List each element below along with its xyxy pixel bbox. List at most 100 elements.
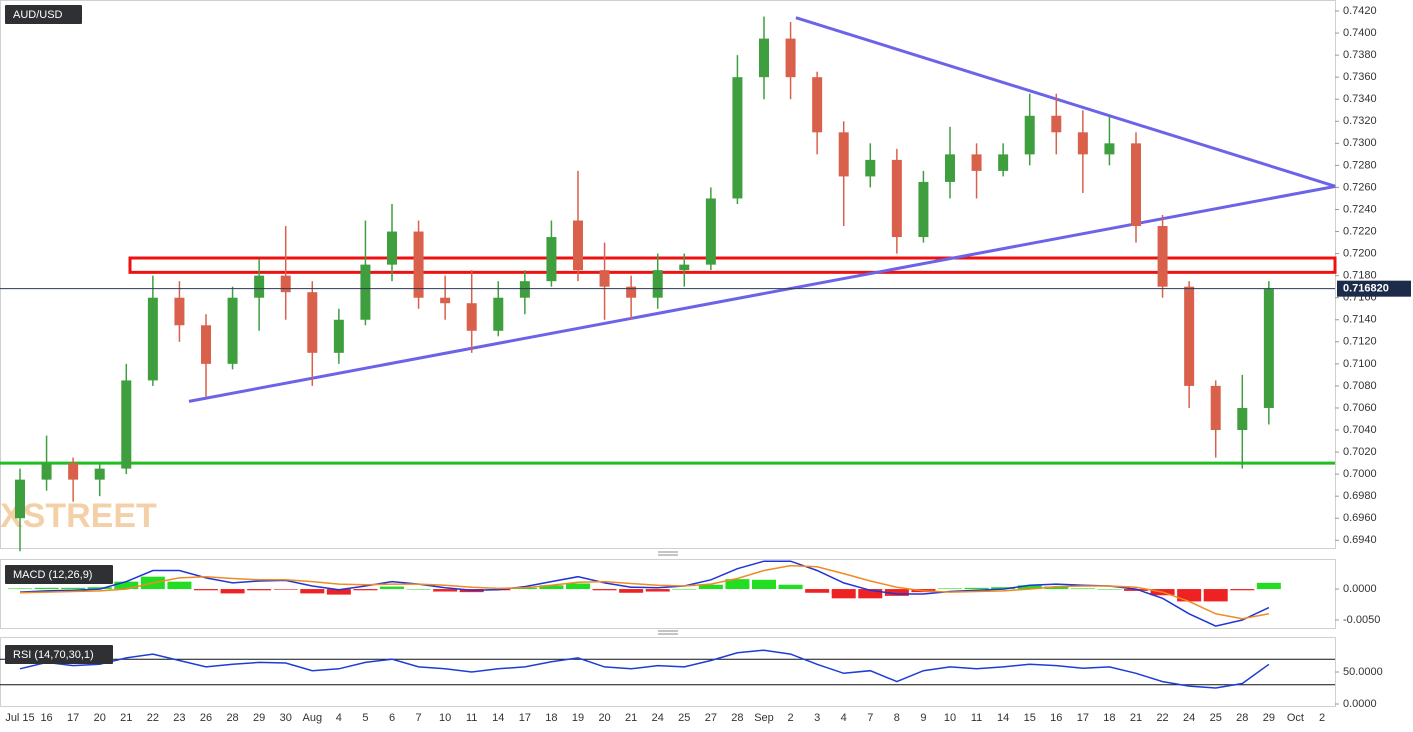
pane-grip[interactable] [658, 630, 678, 635]
macd-histogram-bar [645, 589, 670, 592]
macd-histogram-bar [858, 589, 883, 599]
candle-body [1237, 407, 1248, 431]
y-tick-label: 0.7300 [1343, 137, 1377, 149]
last-price-label: 0.716820 [1343, 283, 1389, 295]
y-tick-label: 0.7020 [1343, 446, 1377, 458]
candle-body [1263, 288, 1274, 408]
x-tick-label: 8 [894, 712, 900, 724]
x-tick-label: 17 [1077, 712, 1089, 724]
macd-histogram-bar [805, 589, 830, 593]
macd-histogram-bar [1256, 582, 1281, 590]
y-tick-label: 0.7180 [1343, 270, 1377, 282]
candle-body [519, 281, 530, 298]
candle-body [147, 297, 158, 381]
macd-title-box [5, 565, 113, 584]
x-tick-label: 24 [652, 712, 664, 724]
last-price-box [1337, 280, 1411, 297]
candle-body [971, 154, 982, 171]
candle-body [493, 297, 504, 331]
x-tick-label: 24 [1183, 712, 1195, 724]
y-tick-label: 0.7240 [1343, 203, 1377, 215]
candle-body [732, 77, 743, 199]
symbol-label: AUD/USD [13, 9, 63, 21]
y-tick-label: 0.7060 [1343, 402, 1377, 414]
watermark: FXSTREET [0, 497, 157, 535]
macd-histogram-bar [725, 579, 750, 590]
candle-body [41, 463, 52, 480]
y-tick-label: 0.6960 [1343, 512, 1377, 524]
x-tick-label: 17 [67, 712, 79, 724]
x-tick-label: 6 [389, 712, 395, 724]
candle-body [1157, 226, 1168, 287]
x-tick-label: 23 [173, 712, 185, 724]
x-tick-label: 18 [545, 712, 557, 724]
macd-histogram-bar [1177, 589, 1202, 602]
macd-histogram-bar [752, 579, 776, 590]
candle-body [1024, 115, 1035, 155]
x-tick-label: 14 [997, 712, 1009, 724]
y-tick-label: 0.7260 [1343, 181, 1377, 193]
macd-histogram-bar [61, 587, 86, 590]
x-tick-label: 17 [519, 712, 531, 724]
y-tick-label: 0.7000 [1343, 468, 1377, 480]
candle-body [413, 231, 424, 298]
x-tick-label: 16 [40, 712, 52, 724]
candle-body [812, 77, 823, 133]
candle-body [1184, 286, 1195, 386]
candle-body [918, 181, 929, 238]
x-tick-label: 28 [1236, 712, 1248, 724]
candle-body [785, 38, 796, 78]
macd-histogram-bar [938, 588, 962, 590]
x-tick-label: Aug [302, 712, 322, 724]
candle-body [599, 270, 610, 287]
y-tick-label: 0.6940 [1343, 534, 1377, 546]
candle-body [998, 154, 1009, 171]
x-tick-label: 28 [226, 712, 238, 724]
x-tick-label: 20 [598, 712, 610, 724]
y-tick-label: 0.7040 [1343, 424, 1377, 436]
candle-body [68, 463, 79, 480]
x-tick-label: Oct [1287, 712, 1304, 724]
x-tick-label: 2 [788, 712, 794, 724]
x-tick-label: 20 [94, 712, 106, 724]
candle-body [1131, 143, 1141, 227]
x-tick-label: 29 [253, 712, 265, 724]
rsi-line [19, 649, 1270, 689]
x-tick-label: 26 [200, 712, 212, 724]
x-tick-label: 11 [971, 712, 982, 724]
macd-histogram-bar [831, 589, 856, 599]
macd-histogram-bar [406, 589, 431, 590]
macd-histogram-bar [884, 589, 909, 596]
macd-histogram-bar [34, 587, 59, 590]
macd-histogram-bar [167, 581, 192, 590]
macd-histogram-bar [964, 587, 989, 590]
y-tick-label: 0.7220 [1343, 225, 1377, 237]
candle-body [121, 380, 132, 469]
macd-histogram-bar [1044, 586, 1069, 590]
x-tick-label: 30 [280, 712, 292, 724]
x-tick-label: 5 [362, 712, 368, 724]
candle-body [652, 270, 663, 298]
x-tick-label: 25 [678, 712, 690, 724]
macd-histogram-bar [672, 589, 697, 590]
pane-grip[interactable] [658, 551, 678, 556]
y-tick-label: 0.7380 [1343, 49, 1377, 61]
x-tick-label: Jul 15 [5, 712, 34, 724]
x-tick-label: 16 [1050, 712, 1062, 724]
candle-body [626, 286, 637, 298]
x-tick-label: 10 [944, 712, 956, 724]
macd-histogram-bar [539, 585, 564, 590]
macd-histogram-bar [114, 581, 139, 590]
y-tick-label: 0.6980 [1343, 490, 1377, 502]
candle-body [573, 220, 583, 271]
macd-histogram-bar [1070, 588, 1095, 590]
y-tick-label: 0.7280 [1343, 159, 1377, 171]
candle-body [466, 303, 477, 331]
x-tick-label: 21 [1130, 712, 1142, 724]
candle-body [891, 159, 902, 238]
candle-body [838, 132, 849, 177]
macd-histogram-bar [300, 589, 325, 594]
candle-body [333, 319, 344, 353]
